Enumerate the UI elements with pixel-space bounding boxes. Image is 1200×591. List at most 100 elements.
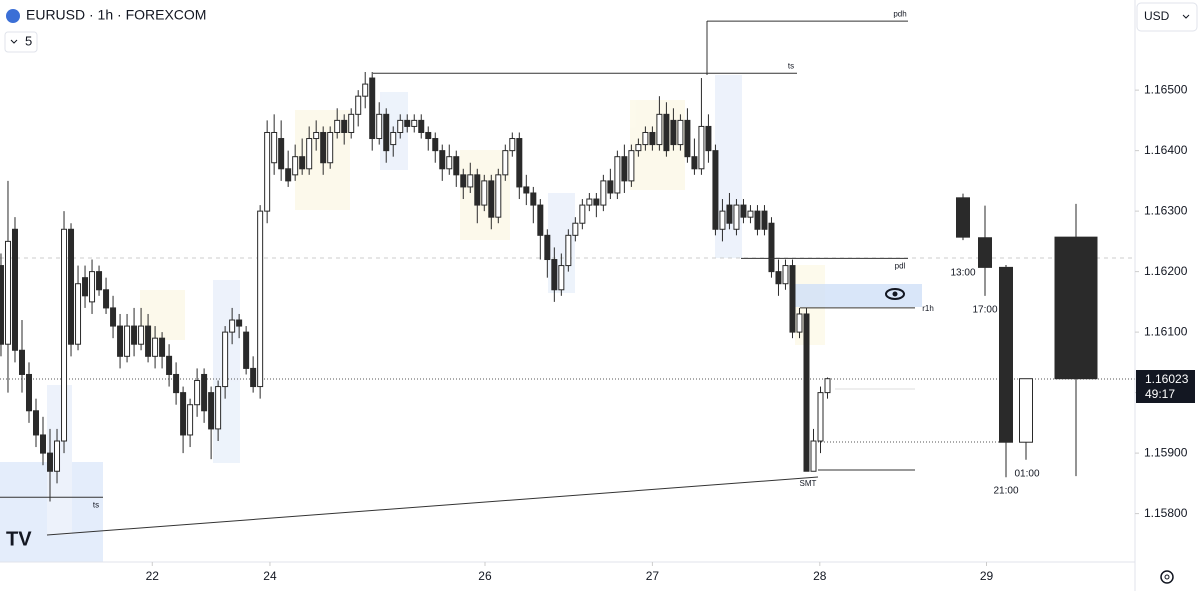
- candle-body: [54, 440, 61, 472]
- candle-body: [488, 180, 495, 218]
- candle-body: [621, 156, 628, 182]
- candle-body: [25, 373, 32, 412]
- candle-body: [152, 337, 159, 357]
- candle-body: [537, 204, 544, 236]
- candle-body: [719, 210, 726, 230]
- htf-label: 01:00: [1014, 469, 1039, 480]
- candle-body: [33, 410, 40, 436]
- eye-icon[interactable]: [885, 288, 905, 300]
- x-tick-label: 28: [813, 569, 827, 583]
- candle-body: [82, 277, 89, 297]
- candle-body: [208, 392, 215, 430]
- htf-label: 21:00: [993, 486, 1018, 497]
- candle-body: [775, 271, 782, 285]
- candle-body: [124, 325, 131, 357]
- range-box: [790, 284, 922, 307]
- candle-body: [999, 266, 1013, 443]
- y-tick-label: 1.15800: [1144, 506, 1188, 520]
- currency[interactable]: USD: [1144, 9, 1170, 23]
- candle-body: [292, 156, 299, 176]
- interval[interactable]: 5: [25, 33, 32, 48]
- candle-body: [201, 373, 208, 412]
- candle-body: [691, 156, 698, 170]
- candle-body: [145, 325, 152, 357]
- candle-body: [586, 198, 593, 206]
- candle-body: [796, 313, 803, 333]
- candle-body: [663, 113, 670, 152]
- plot: 13:00 17:00 21:00 01:00 pdh ts pdl r1h ts: [0, 9, 1098, 509]
- candle-body: [236, 319, 243, 327]
- y-tick-label: 1.16300: [1144, 203, 1188, 217]
- candle-body: [75, 283, 82, 345]
- candle-body: [96, 271, 103, 291]
- candle-body: [341, 119, 348, 133]
- candle-body: [138, 325, 145, 345]
- candle-body: [348, 113, 355, 133]
- candle-body: [404, 119, 411, 127]
- candle-body: [544, 234, 551, 261]
- candle-body: [782, 265, 789, 285]
- candle-body: [733, 204, 740, 230]
- candle-body: [502, 150, 509, 176]
- candle-body: [817, 392, 824, 442]
- candle-body: [250, 367, 257, 388]
- candle-body: [11, 228, 18, 351]
- eye[interactable]: [885, 288, 905, 300]
- currency-select[interactable]: [1136, 2, 1198, 32]
- candle-body: [0, 265, 4, 345]
- candle-body: [656, 113, 663, 146]
- candle-body: [439, 150, 446, 170]
- candle-body: [397, 119, 404, 133]
- logo: TV: [6, 528, 32, 550]
- candle-body: [761, 210, 768, 230]
- candle-body: [110, 307, 117, 327]
- candle-body: [810, 440, 817, 472]
- candle-body: [754, 210, 761, 230]
- htf-label: 17:00: [972, 305, 997, 316]
- candle-body: [740, 204, 747, 218]
- x-tick-label: 22: [146, 569, 160, 583]
- candle-body: [222, 331, 229, 388]
- symbol-title: EURUSD · 1h · FOREXCOM: [26, 7, 206, 23]
- candle-body: [194, 380, 201, 406]
- eye-pupil: [892, 291, 898, 297]
- candle-body: [257, 210, 264, 388]
- countdown: 49:17: [1145, 387, 1175, 401]
- htf-label: 13:00: [950, 268, 975, 279]
- candle-body: [523, 186, 530, 194]
- candle-body: [698, 125, 705, 170]
- candle-body: [705, 125, 712, 152]
- x-tick-label: 24: [263, 569, 277, 583]
- candle-body: [558, 265, 565, 291]
- last-price-badge: [1136, 370, 1195, 403]
- gear[interactable]: [1160, 570, 1174, 584]
- candle-body: [313, 131, 320, 140]
- candle-body: [243, 331, 250, 369]
- candle-body: [956, 197, 970, 238]
- candle-body: [117, 325, 124, 357]
- candle-body: [607, 180, 614, 194]
- candle-body: [369, 77, 376, 140]
- candle-body: [215, 386, 222, 430]
- candle-body: [285, 168, 292, 182]
- candle-body: [789, 265, 796, 333]
- candle-body: [978, 237, 992, 268]
- candle-body: [635, 144, 642, 152]
- candle-body: [173, 373, 180, 394]
- smt-label: SMT: [800, 479, 817, 488]
- candle-body: [187, 404, 194, 436]
- last-price: 1.16023: [1145, 372, 1189, 386]
- candle-body: [264, 131, 271, 212]
- candle-body: [432, 138, 439, 152]
- interval-button[interactable]: [4, 31, 38, 53]
- candle-body: [747, 210, 754, 218]
- candle-body: [712, 150, 719, 230]
- symbol-flag: [6, 9, 20, 23]
- settings-icon[interactable]: [1160, 570, 1174, 584]
- candle-body: [579, 204, 586, 224]
- candle-body: [425, 131, 432, 140]
- candle-body: [516, 138, 523, 188]
- level-label: ts: [93, 500, 99, 509]
- candle-body: [684, 119, 691, 158]
